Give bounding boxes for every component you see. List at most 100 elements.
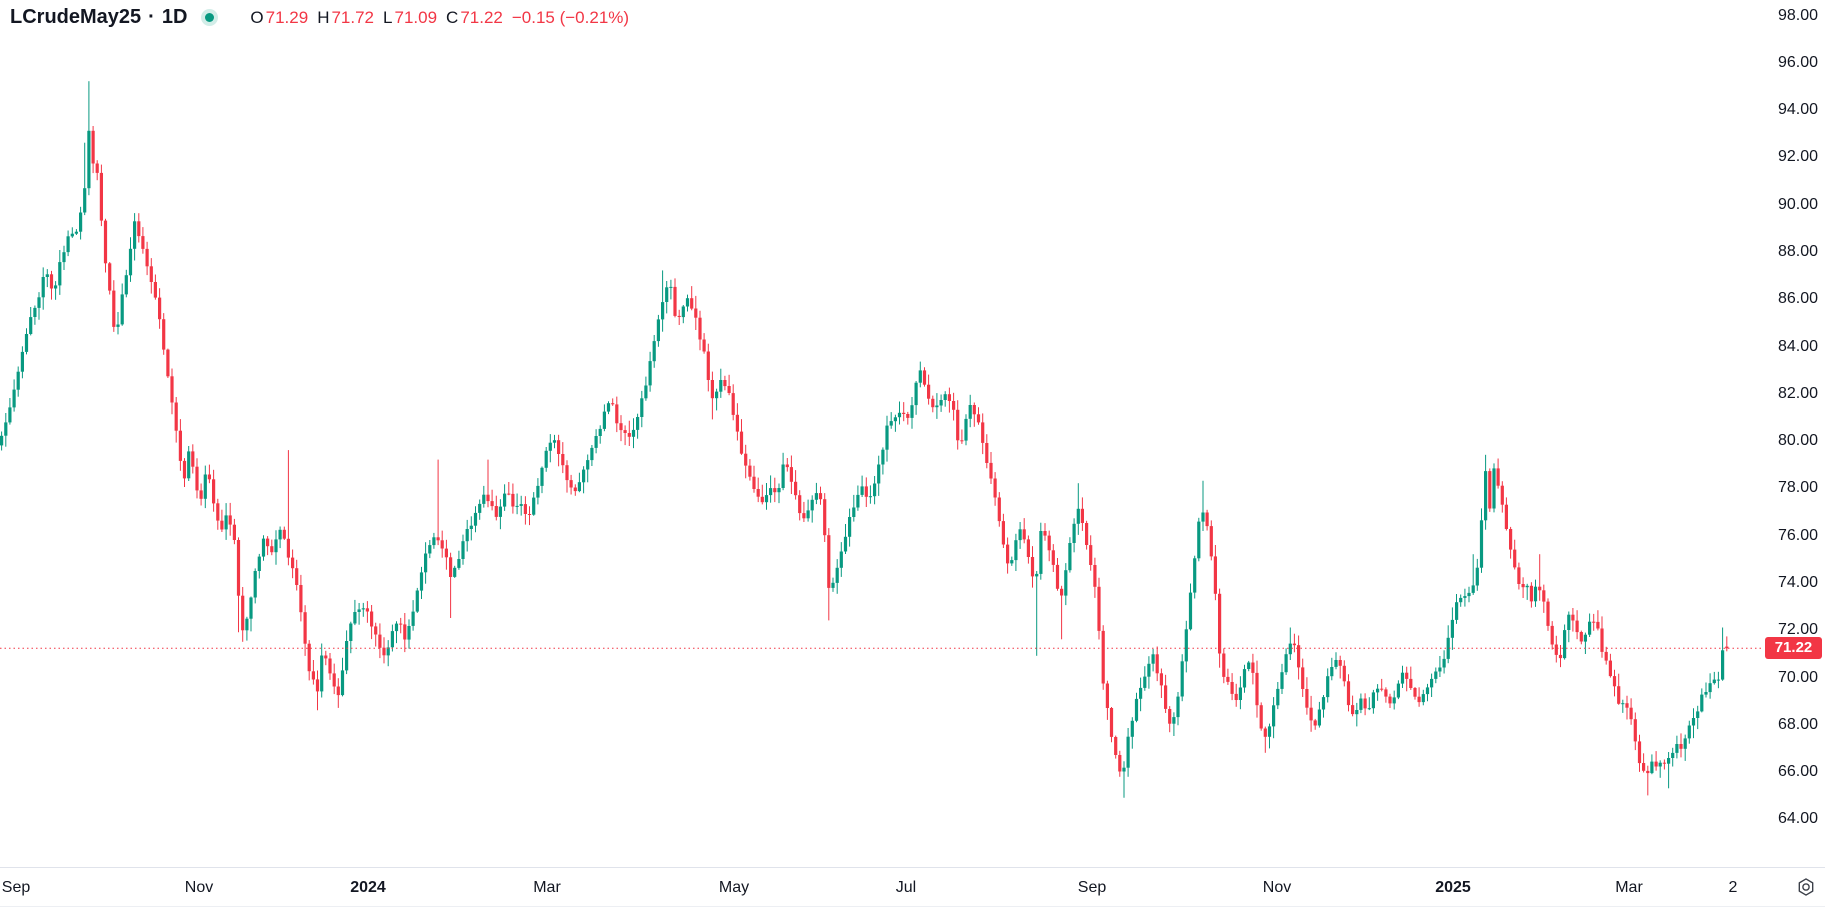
candle[interactable] — [149, 258, 153, 294]
candle[interactable] — [631, 418, 636, 449]
candle[interactable] — [191, 444, 195, 474]
candle[interactable] — [1376, 684, 1380, 701]
candle[interactable] — [1637, 734, 1642, 772]
candle[interactable] — [41, 267, 45, 310]
candle[interactable] — [1288, 627, 1292, 661]
candle[interactable] — [661, 270, 665, 332]
candle[interactable] — [1093, 557, 1097, 598]
candle[interactable] — [424, 542, 428, 584]
candle[interactable] — [1326, 668, 1330, 703]
candle[interactable] — [586, 454, 590, 483]
candle[interactable] — [561, 442, 565, 474]
candle[interactable] — [162, 313, 166, 355]
candle[interactable] — [74, 229, 78, 235]
candle[interactable] — [1654, 751, 1658, 771]
candle[interactable] — [212, 469, 216, 512]
candle[interactable] — [1130, 717, 1134, 749]
candle[interactable] — [889, 412, 893, 429]
candle[interactable] — [1696, 705, 1700, 730]
candle[interactable] — [1114, 735, 1118, 759]
candle[interactable] — [1538, 554, 1542, 601]
candle[interactable] — [956, 400, 960, 450]
candle[interactable] — [478, 499, 482, 520]
candle[interactable] — [1479, 508, 1484, 573]
candle[interactable] — [1060, 585, 1064, 640]
candle[interactable] — [1600, 616, 1604, 658]
candle[interactable] — [411, 600, 415, 631]
candle[interactable] — [1342, 660, 1346, 687]
candle[interactable] — [619, 415, 623, 442]
candle[interactable] — [1725, 636, 1729, 652]
candle[interactable] — [340, 657, 345, 697]
candle[interactable] — [33, 305, 37, 325]
candle[interactable] — [706, 343, 710, 392]
candle[interactable] — [511, 483, 515, 514]
candle[interactable] — [947, 387, 951, 413]
candle[interactable] — [274, 530, 278, 565]
candle[interactable] — [1409, 666, 1413, 690]
candle[interactable] — [1608, 653, 1612, 678]
candle[interactable] — [739, 419, 744, 455]
candle[interactable] — [1068, 537, 1072, 573]
candle[interactable] — [636, 413, 640, 439]
candle[interactable] — [1500, 481, 1504, 513]
candle[interactable] — [4, 413, 8, 447]
candle[interactable] — [1109, 707, 1114, 743]
candle[interactable] — [1683, 734, 1687, 761]
candle[interactable] — [469, 516, 473, 541]
candle[interactable] — [133, 213, 137, 261]
candle[interactable] — [577, 472, 581, 493]
candle[interactable] — [220, 509, 224, 532]
candle[interactable] — [1230, 673, 1234, 701]
candle[interactable] — [253, 568, 257, 604]
candle[interactable] — [910, 397, 914, 429]
candle[interactable] — [752, 465, 756, 493]
candle[interactable] — [444, 539, 448, 570]
candle[interactable] — [1667, 752, 1671, 789]
candle[interactable] — [374, 622, 378, 647]
candle[interactable] — [403, 613, 407, 653]
candle[interactable] — [1259, 702, 1263, 731]
candle[interactable] — [931, 395, 935, 413]
candle[interactable] — [727, 374, 731, 396]
candle[interactable] — [1671, 747, 1675, 767]
candle[interactable] — [153, 274, 157, 300]
candle[interactable] — [835, 559, 839, 594]
candle[interactable] — [498, 499, 502, 530]
candle[interactable] — [1625, 695, 1629, 720]
candle[interactable] — [1633, 712, 1637, 751]
candle[interactable] — [1284, 648, 1288, 675]
candle[interactable] — [985, 434, 989, 469]
candle[interactable] — [507, 482, 511, 496]
candle[interactable] — [120, 283, 124, 326]
candle[interactable] — [897, 401, 902, 425]
candle[interactable] — [557, 434, 561, 467]
candle[interactable] — [527, 506, 532, 526]
candle[interactable] — [794, 470, 798, 500]
candle[interactable] — [1617, 673, 1621, 705]
candle[interactable] — [1147, 656, 1151, 689]
candle[interactable] — [1035, 571, 1039, 656]
candle[interactable] — [964, 414, 968, 446]
candle[interactable] — [1272, 697, 1276, 739]
candle[interactable] — [993, 472, 997, 506]
candle[interactable] — [257, 553, 261, 579]
candle[interactable] — [345, 630, 349, 675]
candle[interactable] — [968, 394, 972, 428]
candle[interactable] — [719, 368, 723, 398]
candle[interactable] — [1525, 583, 1529, 600]
candle[interactable] — [818, 486, 823, 505]
candle[interactable] — [1126, 728, 1130, 777]
candle[interactable] — [315, 670, 320, 711]
candle[interactable] — [1363, 693, 1367, 716]
candle[interactable] — [295, 559, 299, 591]
candle[interactable] — [428, 540, 432, 559]
candle[interactable] — [1529, 582, 1533, 608]
candle[interactable] — [195, 458, 199, 499]
candle[interactable] — [266, 536, 270, 556]
candle[interactable] — [1384, 687, 1388, 703]
candle[interactable] — [914, 381, 918, 415]
candle[interactable] — [1533, 579, 1538, 607]
candle[interactable] — [735, 403, 739, 441]
candle[interactable] — [627, 420, 631, 446]
